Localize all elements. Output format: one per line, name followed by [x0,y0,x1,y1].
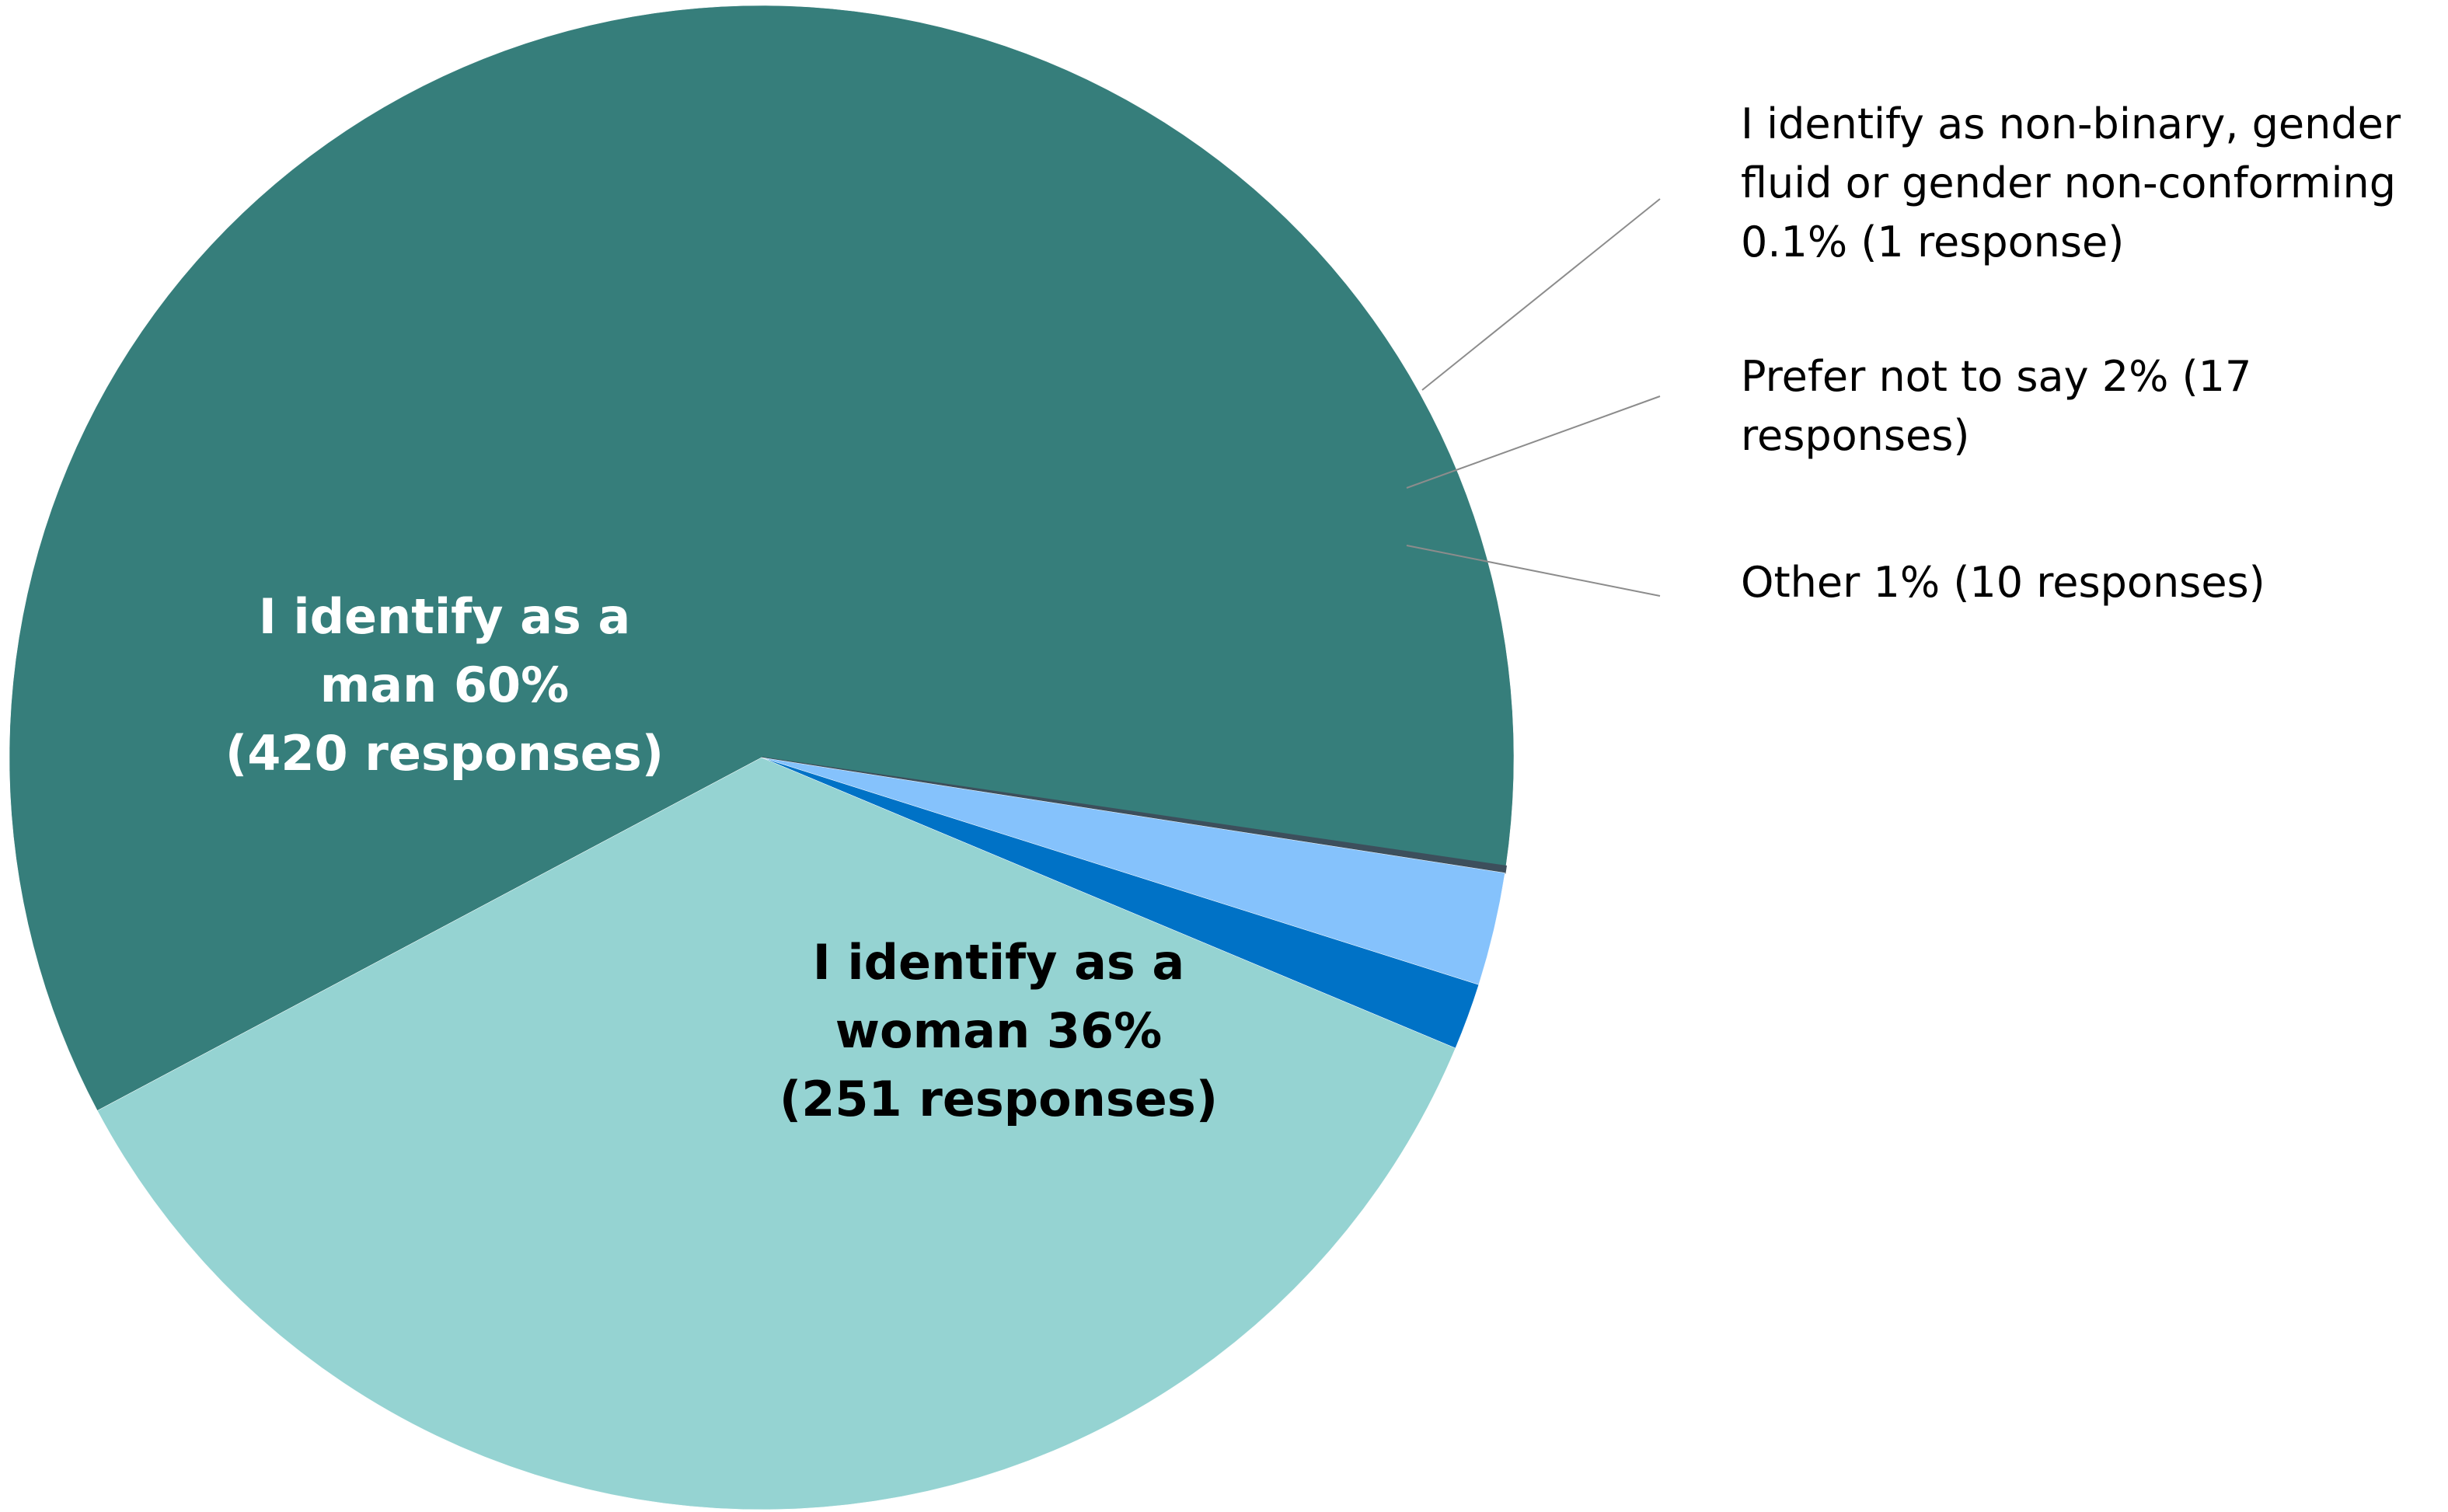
slice-label-line: man 60% [320,657,570,713]
leader-line-nonbinary [1421,198,1661,391]
slice-label-line: woman 36% [835,1002,1162,1059]
slice-label-line: (251 responses) [779,1071,1218,1127]
leader-line-other [1406,545,1661,597]
slice-label-prefer_not: Prefer not to say 2% (17 responses) [1741,352,2251,460]
slice-label-nonbinary: I identify as non-binary, gender fluid or… [1741,99,2401,267]
slice-label-line: I identify as a [813,934,1185,991]
slice-label-woman: I identify as a woman 36% (251 responses) [779,934,1218,1127]
pie-slices [9,5,1515,1510]
slice-label-line: I identify as non-binary, gender [1741,99,2401,148]
slice-label-line: Prefer not to say 2% (17 [1741,352,2251,401]
slice-label-line: I identify as a [259,588,631,645]
pie-slice-woman [96,757,1456,1510]
slice-label-other: Other 1% (10 responses) [1741,558,2265,607]
slice-label-line: Other 1% (10 responses) [1741,558,2265,607]
slice-label-line: responses) [1741,411,1969,460]
slice-labels: I identify as a man 60% (420 responses)I i… [225,99,2401,1127]
leader-lines [1406,198,1661,597]
slice-label-line: (420 responses) [225,725,664,782]
leader-line-prefer_not [1406,395,1661,489]
pie-slice-man [9,5,1515,1111]
slice-label-man: I identify as a man 60% (420 responses) [225,588,664,782]
slice-label-line: fluid or gender non-conforming [1741,159,2396,207]
slice-label-line: 0.1% (1 response) [1741,218,2124,267]
